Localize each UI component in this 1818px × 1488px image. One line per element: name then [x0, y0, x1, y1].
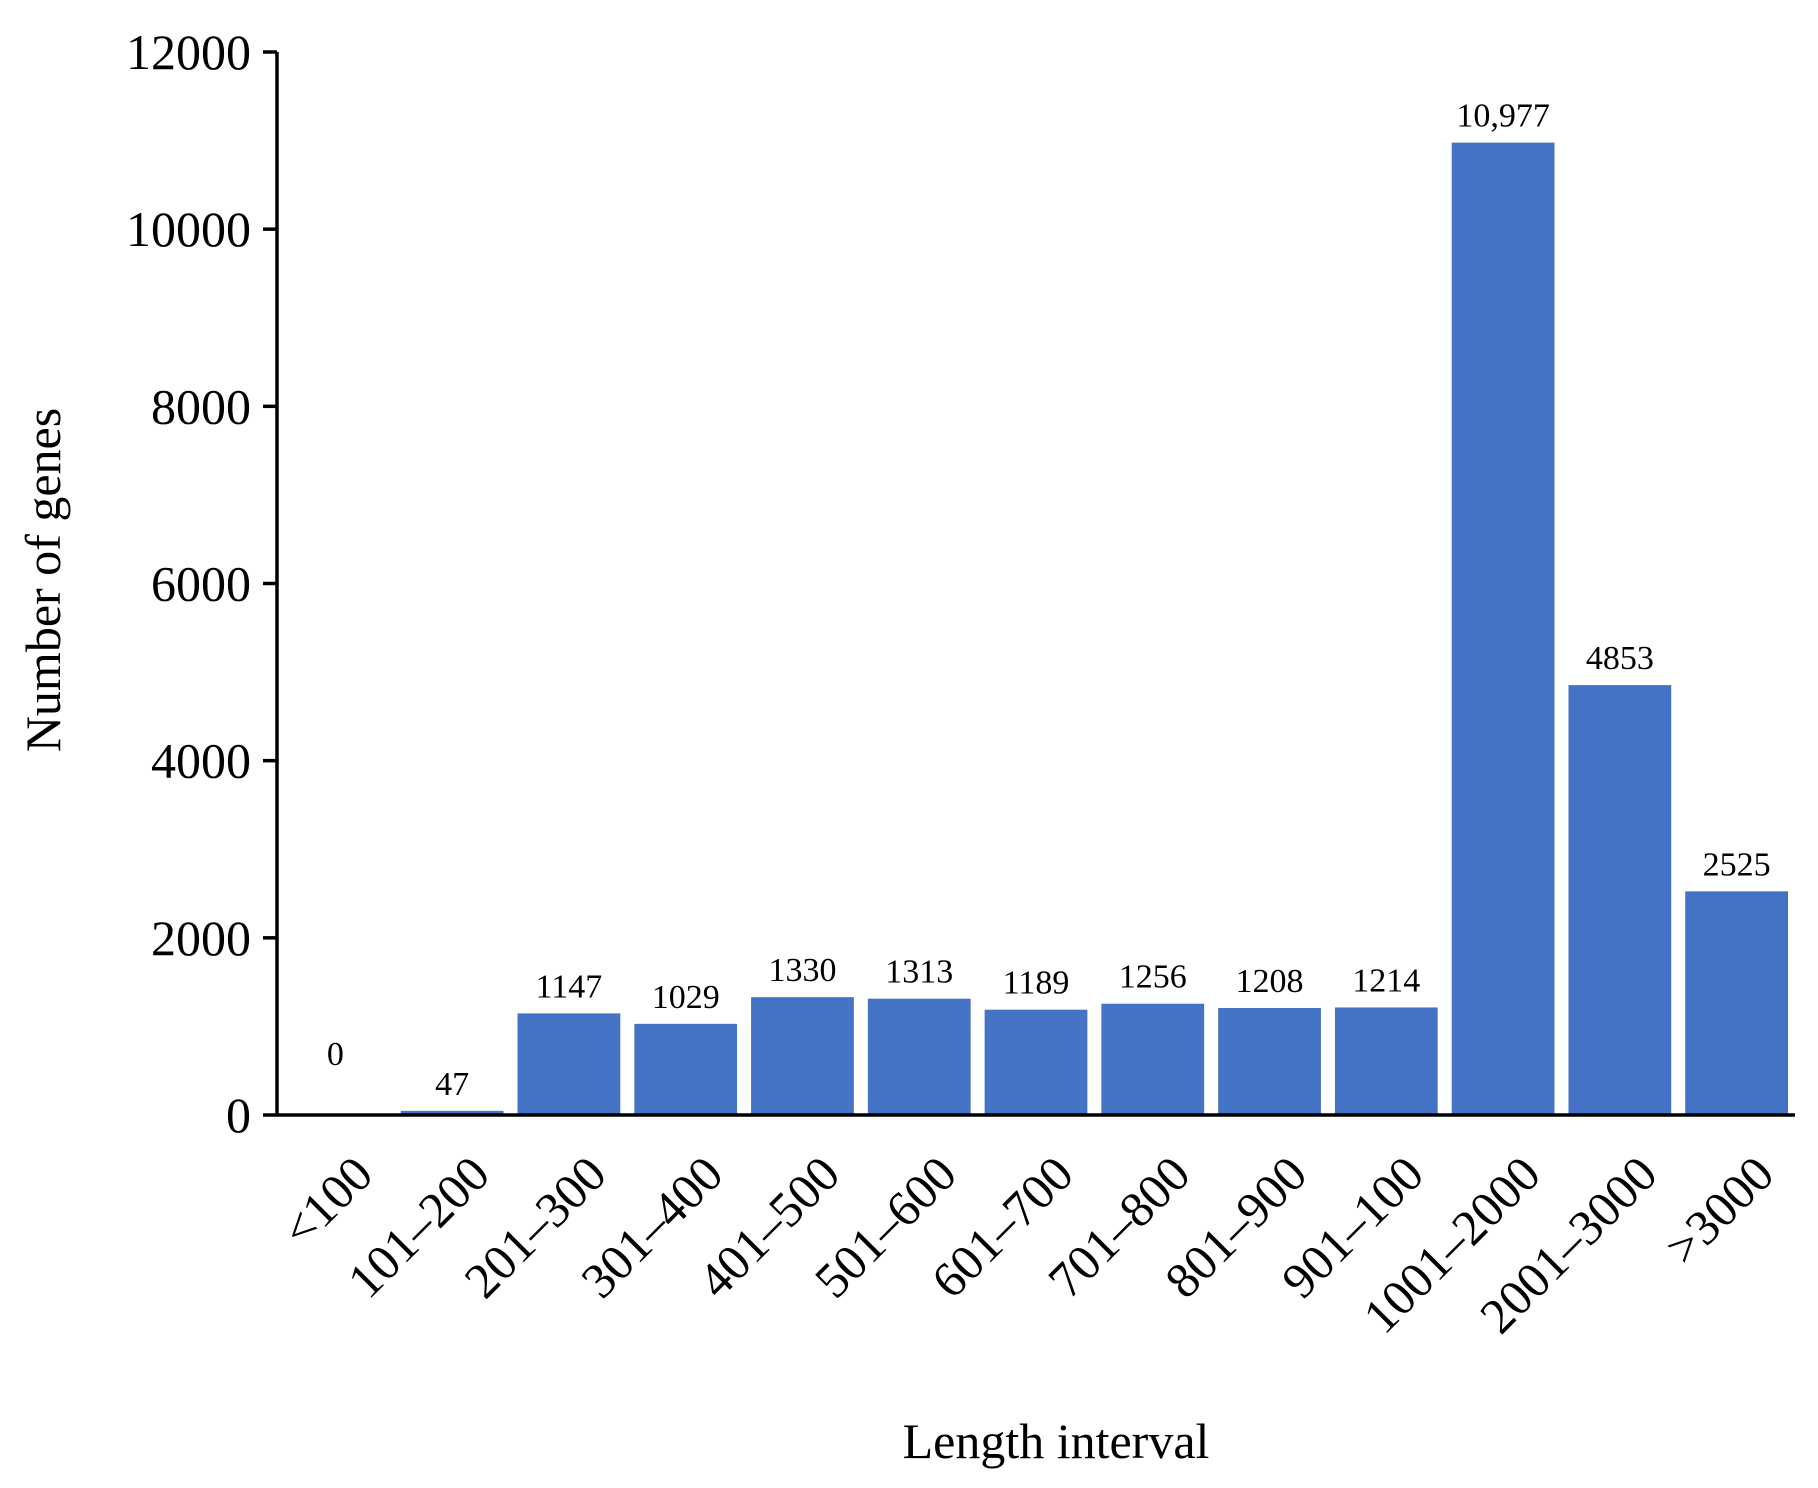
- data-label: 1147: [536, 968, 603, 1005]
- data-labels-group: 0 47 1147 1029 1330 1313 1189 1256 1208 1214 10,97…: [327, 98, 1771, 1103]
- bar: [751, 997, 854, 1115]
- data-label: 10,977: [1456, 98, 1550, 135]
- y-axis-ticks: 0 2000 4000 6000 8000 10000 12000: [126, 24, 277, 1143]
- y-tick-label: 0: [226, 1087, 251, 1143]
- y-tick-label: 10000: [126, 201, 251, 257]
- y-tick-label: 12000: [126, 24, 251, 80]
- data-label: 2525: [1703, 846, 1771, 883]
- data-label: 47: [435, 1066, 469, 1103]
- x-axis-title: Length interval: [903, 1413, 1210, 1469]
- data-label: 1189: [1003, 965, 1070, 1002]
- y-axis-title: Number of genes: [15, 408, 71, 752]
- bar: [1685, 891, 1788, 1115]
- bar: [1568, 685, 1672, 1115]
- bar: [1101, 1003, 1205, 1115]
- bar: [867, 998, 971, 1115]
- bars-group: [400, 142, 1788, 1116]
- data-label: 0: [327, 1036, 344, 1073]
- data-label: 1330: [768, 952, 836, 989]
- data-label: 1256: [1119, 959, 1187, 996]
- data-label: 1214: [1352, 962, 1420, 999]
- y-tick-label: 6000: [151, 556, 251, 612]
- bar: [517, 1013, 621, 1115]
- y-tick-label: 2000: [151, 910, 251, 966]
- bar: [1218, 1007, 1321, 1115]
- bar: [1451, 142, 1555, 1116]
- bar: [1334, 1007, 1438, 1115]
- data-label: 1208: [1236, 963, 1304, 1000]
- y-tick-label: 4000: [151, 733, 251, 789]
- y-tick-label: 8000: [151, 378, 251, 434]
- bar: [634, 1023, 738, 1115]
- data-label: 1313: [885, 954, 953, 991]
- data-label: 1029: [652, 979, 720, 1016]
- data-label: 4853: [1586, 640, 1654, 677]
- x-tick-label: >3000: [1654, 1145, 1784, 1275]
- x-axis-ticks: <100101–200201–300301–400401–500501–6006…: [271, 1145, 1785, 1344]
- bar: [984, 1009, 1088, 1115]
- bar: [400, 1110, 504, 1115]
